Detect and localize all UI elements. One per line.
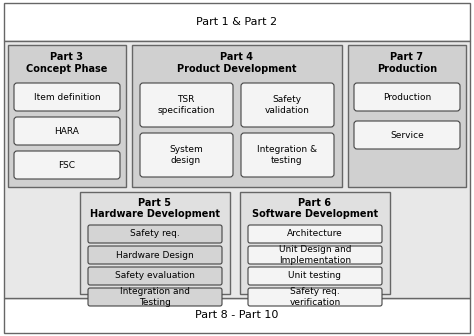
FancyBboxPatch shape <box>88 267 222 285</box>
Bar <box>4 3 470 41</box>
Text: Integration &
testing: Integration & testing <box>257 145 317 165</box>
Text: TSR
specification: TSR specification <box>157 95 215 115</box>
Text: Part 7: Part 7 <box>391 52 423 62</box>
Text: System
design: System design <box>169 145 203 165</box>
Text: Architecture: Architecture <box>287 229 343 239</box>
FancyBboxPatch shape <box>14 151 120 179</box>
Text: Production: Production <box>377 64 437 74</box>
FancyBboxPatch shape <box>88 288 222 306</box>
Bar <box>4 298 470 333</box>
Text: HARA: HARA <box>55 126 80 135</box>
FancyBboxPatch shape <box>248 246 382 264</box>
Text: Concept Phase: Concept Phase <box>27 64 108 74</box>
FancyBboxPatch shape <box>241 83 334 127</box>
FancyBboxPatch shape <box>248 225 382 243</box>
FancyBboxPatch shape <box>140 83 233 127</box>
FancyBboxPatch shape <box>354 121 460 149</box>
Bar <box>80 192 230 294</box>
Text: Part 5: Part 5 <box>138 198 172 208</box>
Text: Integration and
Testing: Integration and Testing <box>120 287 190 307</box>
FancyBboxPatch shape <box>248 288 382 306</box>
Bar <box>348 45 466 187</box>
FancyBboxPatch shape <box>248 267 382 285</box>
Text: Safety
validation: Safety validation <box>264 95 310 115</box>
Bar <box>8 45 126 187</box>
FancyBboxPatch shape <box>14 83 120 111</box>
Text: Safety evaluation: Safety evaluation <box>115 271 195 281</box>
Text: Item definition: Item definition <box>34 92 100 101</box>
Text: Part 1 & Part 2: Part 1 & Part 2 <box>196 17 278 27</box>
Text: Product Development: Product Development <box>177 64 297 74</box>
Text: Safety req.
verification: Safety req. verification <box>289 287 341 307</box>
FancyBboxPatch shape <box>88 225 222 243</box>
Text: Unit testing: Unit testing <box>289 271 341 281</box>
Text: Part 4: Part 4 <box>220 52 254 62</box>
Text: Part 8 - Part 10: Part 8 - Part 10 <box>195 310 279 320</box>
Text: Safety req.: Safety req. <box>130 229 180 239</box>
Bar <box>132 45 342 187</box>
Text: Service: Service <box>390 130 424 139</box>
Text: Unit Design and
Implementation: Unit Design and Implementation <box>279 245 351 265</box>
Text: Hardware Design: Hardware Design <box>116 251 194 259</box>
Bar <box>4 41 470 298</box>
FancyBboxPatch shape <box>354 83 460 111</box>
FancyBboxPatch shape <box>14 117 120 145</box>
Text: Software Development: Software Development <box>252 209 378 219</box>
FancyBboxPatch shape <box>241 133 334 177</box>
Text: FSC: FSC <box>58 161 75 169</box>
Text: Production: Production <box>383 92 431 101</box>
FancyBboxPatch shape <box>88 246 222 264</box>
Text: Part 3: Part 3 <box>51 52 83 62</box>
Bar <box>240 192 390 294</box>
FancyBboxPatch shape <box>140 133 233 177</box>
Text: Hardware Development: Hardware Development <box>90 209 220 219</box>
Text: Part 6: Part 6 <box>299 198 331 208</box>
